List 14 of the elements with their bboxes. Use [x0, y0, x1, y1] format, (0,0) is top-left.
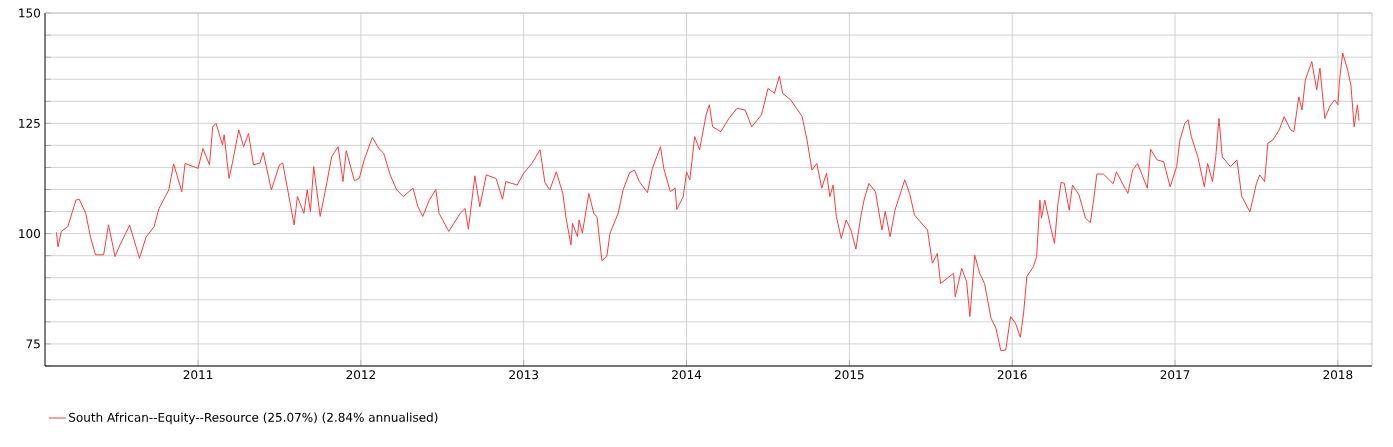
x-tick-label: 2012 — [346, 370, 375, 380]
y-tick-label: 100 — [19, 229, 41, 239]
x-tick-label: 2014 — [672, 370, 702, 380]
x-tick-label: 2017 — [1160, 370, 1190, 380]
line-series — [55, 52, 1360, 352]
y-tick-label: 75 — [26, 339, 40, 349]
x-tick-label: 2013 — [509, 370, 539, 380]
x-tick-label: 2011 — [183, 370, 213, 380]
y-tick-label: 125 — [19, 118, 40, 128]
legend-label: South African--Equity--Resource (25.07%) (2.84% annualised) — [69, 412, 438, 425]
x-tick-label: 2015 — [834, 370, 864, 380]
x-tick-label: 2018 — [1323, 370, 1353, 380]
x-tick-label: 2016 — [997, 370, 1027, 380]
y-tick-label: 150 — [19, 8, 41, 18]
